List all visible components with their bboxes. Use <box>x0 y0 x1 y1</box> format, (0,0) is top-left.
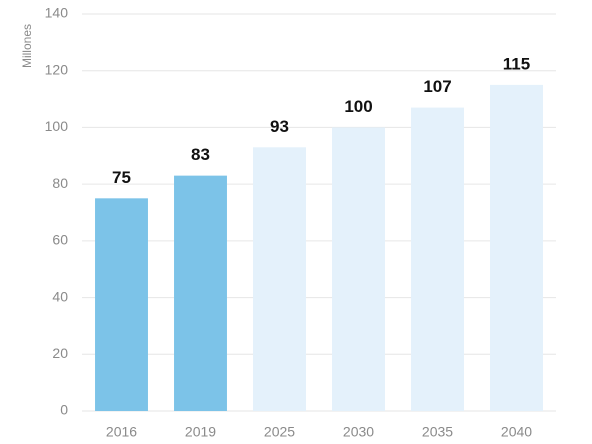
y-tick-label: 120 <box>45 61 69 77</box>
y-tick-label: 60 <box>52 232 68 248</box>
data-label: 100 <box>344 97 372 116</box>
y-tick-label: 0 <box>60 402 68 418</box>
bar <box>332 127 385 411</box>
y-tick-label: 80 <box>52 175 68 191</box>
data-label: 83 <box>191 145 210 164</box>
y-tick-label: 40 <box>52 288 68 304</box>
bar <box>95 198 148 411</box>
bar <box>490 84 543 412</box>
data-label: 93 <box>270 117 289 136</box>
y-axis-title: Millones <box>20 24 34 68</box>
data-label: 115 <box>503 54 530 73</box>
data-label: 75 <box>112 168 131 187</box>
bar <box>411 107 464 411</box>
x-tick-label: 2025 <box>264 424 295 440</box>
x-tick-label: 2035 <box>422 424 453 440</box>
x-tick-label: 2016 <box>106 424 137 440</box>
y-tick-label: 100 <box>45 118 69 134</box>
x-tick-label: 2030 <box>343 424 374 440</box>
y-tick-label: 140 <box>45 5 69 21</box>
bar <box>253 147 306 411</box>
x-tick-label: 2040 <box>501 424 532 440</box>
data-label: 107 <box>423 77 451 96</box>
bar <box>174 175 227 411</box>
y-tick-label: 20 <box>52 345 68 361</box>
x-tick-label: 2019 <box>185 424 216 440</box>
